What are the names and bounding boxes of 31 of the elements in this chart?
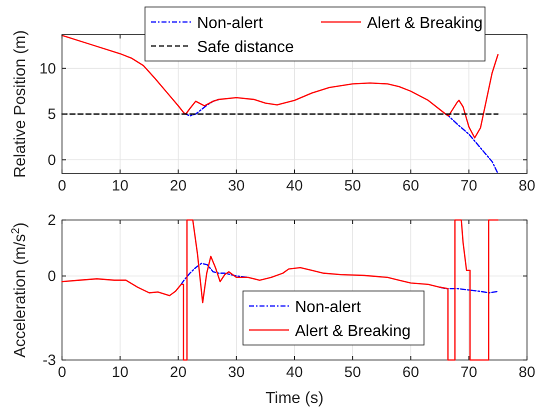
y-tick-label: 0 (48, 152, 56, 169)
x-tick-label: 20 (170, 178, 187, 194)
x-tick-label: 40 (286, 364, 303, 381)
x-tick-label: 50 (344, 364, 361, 381)
x-tick-label: 70 (460, 178, 478, 194)
x-tick-label: 60 (402, 178, 420, 194)
x-tick-label: 70 (460, 364, 478, 381)
y-tick-label: -3 (42, 352, 56, 369)
y-tick-label: 0 (48, 268, 56, 285)
x-tick-label: 10 (112, 178, 128, 194)
legend-label: Non-alert (197, 15, 264, 32)
x-tick-label: 30 (228, 364, 245, 381)
x-axis-title: Time (s) (265, 390, 324, 407)
x-tick-label: 40 (286, 178, 303, 194)
legend-label: Non-alert (295, 299, 362, 316)
x-tick-label: 20 (170, 364, 187, 381)
x-tick-label: 30 (228, 178, 245, 194)
legend-label: Alert & Breaking (295, 323, 411, 340)
x-tick-label: 10 (112, 364, 128, 381)
x-tick-label: 80 (518, 178, 536, 194)
y-tick-label: 2 (48, 212, 56, 229)
x-tick-label: 80 (518, 364, 536, 381)
x-tick-label: 50 (344, 178, 361, 194)
y-tick-label: 5 (48, 106, 56, 124)
y-axis-title: Relative Position (m) (12, 30, 29, 178)
line-series (61, 219, 499, 361)
line-series (61, 34, 499, 138)
x-tick-label: 60 (402, 364, 420, 381)
legend-label: Safe distance (197, 39, 294, 56)
legend-label: Alert & Breaking (367, 15, 483, 32)
y-tick-label: 10 (39, 60, 56, 78)
